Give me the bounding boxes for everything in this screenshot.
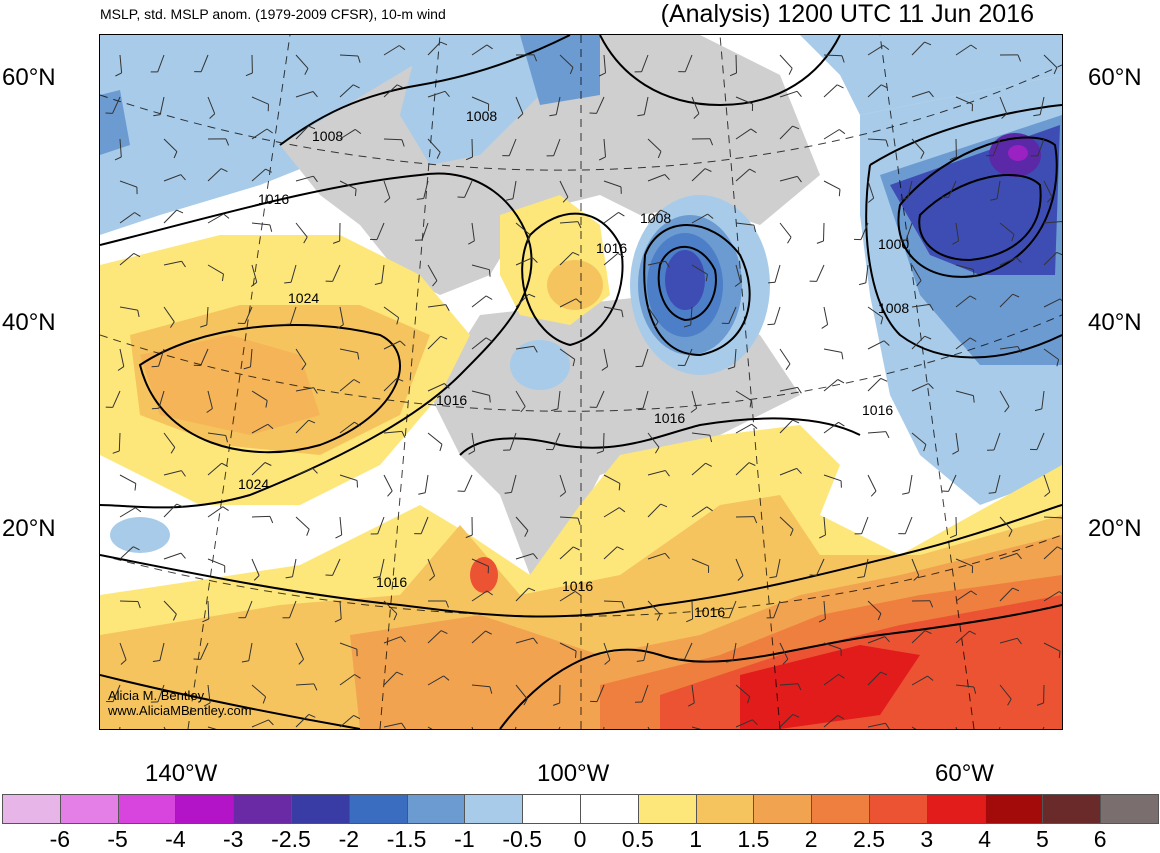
colorbar-swatch [927,794,986,824]
colorbar-swatch [291,794,350,824]
wind-barb-flag [1059,651,1060,658]
lat-label-60n-right: 60°N [1088,64,1142,92]
wind-barb [252,516,270,517]
wind-barb [692,601,693,619]
colorbar-label: -4 [165,826,185,853]
wind-barb [736,55,737,73]
colorbar-label: -5 [107,826,127,853]
isobar-label: 1008 [466,108,497,124]
wind-barb-flag [355,189,356,196]
map-title-left: MSLP, std. MSLP anom. (1979-2009 CFSR), … [100,6,446,22]
credit-website: www.AliciaMBentley.com [108,703,252,718]
wind-barb-flag [489,270,490,277]
wind-barb-flag [576,651,577,658]
lat-label-40n-right: 40°N [1088,309,1142,337]
colorbar-label: -0.5 [502,826,542,853]
colorbar-swatch [522,794,581,824]
wind-barb-flag [152,408,159,409]
colorbar-label: -1 [454,826,474,853]
isobar-label: 1016 [258,191,289,207]
isobar-label: 1024 [288,290,319,306]
colorbar-label: -1.5 [387,826,427,853]
wind-barb-flag [636,408,643,409]
colorbar-swatch [1042,794,1101,824]
map-panel: 1008 1008 1016 1008 1016 1000 1008 1024 … [99,34,1063,730]
colorbar-swatch [753,794,812,824]
isobar-label: 1016 [436,392,467,408]
wind-barb-flag [619,483,620,490]
lon-label-140w: 140°W [145,760,217,788]
colorbar-swatch [811,794,870,824]
colorbar-label: 0 [574,826,587,853]
wind-barb [956,517,957,535]
colorbar-label: -3 [223,826,243,853]
colorbar-swatch [349,794,408,824]
isobar-label: 1008 [878,300,909,316]
wind-barb-flag [284,282,291,283]
colorbar-label: 3 [920,826,933,853]
colorbar-swatch [464,794,523,824]
isobar-label: 1000 [878,236,909,252]
wind-barb [472,139,473,157]
colorbar-label: 5 [1036,826,1049,853]
mslp-anomaly-map: 1008 1008 1016 1008 1016 1000 1008 1024 … [100,35,1062,729]
colorbar-label: 1.5 [737,826,769,853]
anomaly-colorbar [2,794,1158,824]
wind-barb-flag [839,189,840,196]
wind-barb [604,601,622,602]
map-title-right: (Analysis) 1200 UTC 11 Jun 2016 [661,0,1034,29]
lon-label-100w: 100°W [537,760,609,788]
isobar-label: 1016 [862,402,893,418]
colorbar-label: -6 [50,826,70,853]
colorbar-swatch [1100,794,1159,824]
isobar-label: 1016 [694,604,725,620]
isobar-label: 1008 [312,128,343,144]
wind-barb-flag [768,282,775,283]
colorbar-label: 1 [689,826,702,853]
wind-barb [824,223,825,241]
wind-barb [120,601,138,602]
colorbar-label: -2.5 [271,826,311,853]
colorbar-swatch [580,794,639,824]
colorbar-swatch [869,794,928,824]
colorbar-swatch [638,794,697,824]
colorbar-swatch [407,794,466,824]
wind-barb [603,433,604,451]
wind-barb [119,433,120,451]
colorbar-label: 4 [978,826,991,853]
lat-label-40n-left: 40°N [2,309,56,337]
lat-label-20n-left: 20°N [2,515,56,543]
colorbar-swatch [2,794,61,824]
colorbar-swatch [60,794,119,824]
colorbar-label: 2.5 [853,826,885,853]
lat-label-60n-left: 60°N [2,64,56,92]
colorbar-label: 0.5 [622,826,654,853]
colorbar-swatch [118,794,177,824]
isobar-label: 1016 [376,574,407,590]
colorbar-swatch [233,794,292,824]
lat-label-20n-right: 20°N [1088,515,1142,543]
wind-barb-flag [768,324,775,325]
colorbar-label: -2 [339,826,359,853]
lon-label-60w: 60°W [935,760,994,788]
colorbar-swatch [175,794,234,824]
credit-author: Alicia M. Bentley [108,688,204,703]
isobar-label: 1016 [654,410,685,426]
colorbar-swatch [985,794,1044,824]
wind-barb-flag [152,366,159,367]
colorbar-swatch [696,794,755,824]
isobar-label: 1016 [596,240,627,256]
colorbar-label: 2 [805,826,818,853]
colorbar-label: 6 [1094,826,1107,853]
isobar-label: 1024 [238,476,269,492]
isobar-label: 1016 [562,578,593,594]
